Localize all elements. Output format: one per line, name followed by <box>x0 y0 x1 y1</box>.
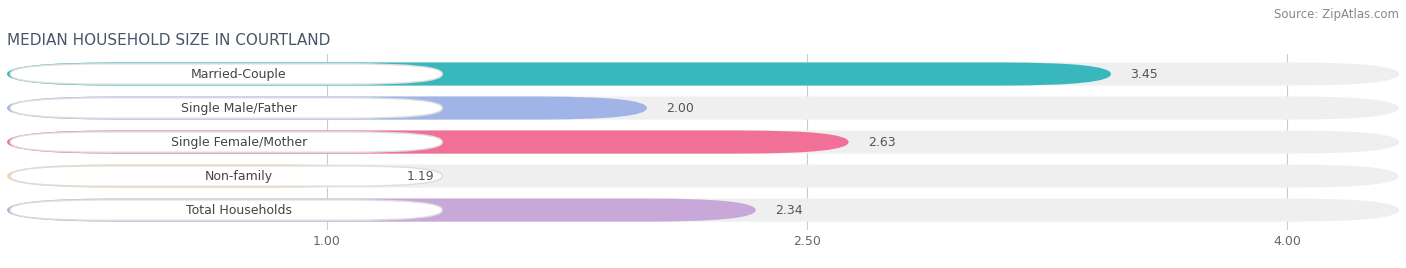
Text: 2.00: 2.00 <box>666 102 695 114</box>
FancyBboxPatch shape <box>7 165 388 188</box>
Text: 2.34: 2.34 <box>775 204 803 217</box>
FancyBboxPatch shape <box>7 62 1111 85</box>
Text: MEDIAN HOUSEHOLD SIZE IN COURTLAND: MEDIAN HOUSEHOLD SIZE IN COURTLAND <box>7 33 330 48</box>
Text: 3.45: 3.45 <box>1130 68 1159 80</box>
FancyBboxPatch shape <box>10 200 443 220</box>
Text: Total Households: Total Households <box>186 204 292 217</box>
Text: 1.19: 1.19 <box>406 170 434 183</box>
FancyBboxPatch shape <box>10 98 443 118</box>
FancyBboxPatch shape <box>7 131 849 154</box>
Text: Married-Couple: Married-Couple <box>191 68 287 80</box>
Text: Single Male/Father: Single Male/Father <box>181 102 297 114</box>
FancyBboxPatch shape <box>7 62 1399 85</box>
FancyBboxPatch shape <box>10 64 443 84</box>
FancyBboxPatch shape <box>10 166 443 186</box>
Text: Non-family: Non-family <box>205 170 273 183</box>
FancyBboxPatch shape <box>7 165 1399 188</box>
FancyBboxPatch shape <box>7 131 1399 154</box>
FancyBboxPatch shape <box>7 96 1399 120</box>
Text: Single Female/Mother: Single Female/Mother <box>172 136 307 148</box>
Text: 2.63: 2.63 <box>868 136 896 148</box>
FancyBboxPatch shape <box>7 96 647 120</box>
Text: Source: ZipAtlas.com: Source: ZipAtlas.com <box>1274 8 1399 21</box>
FancyBboxPatch shape <box>7 199 756 222</box>
FancyBboxPatch shape <box>10 132 443 152</box>
FancyBboxPatch shape <box>7 199 1399 222</box>
